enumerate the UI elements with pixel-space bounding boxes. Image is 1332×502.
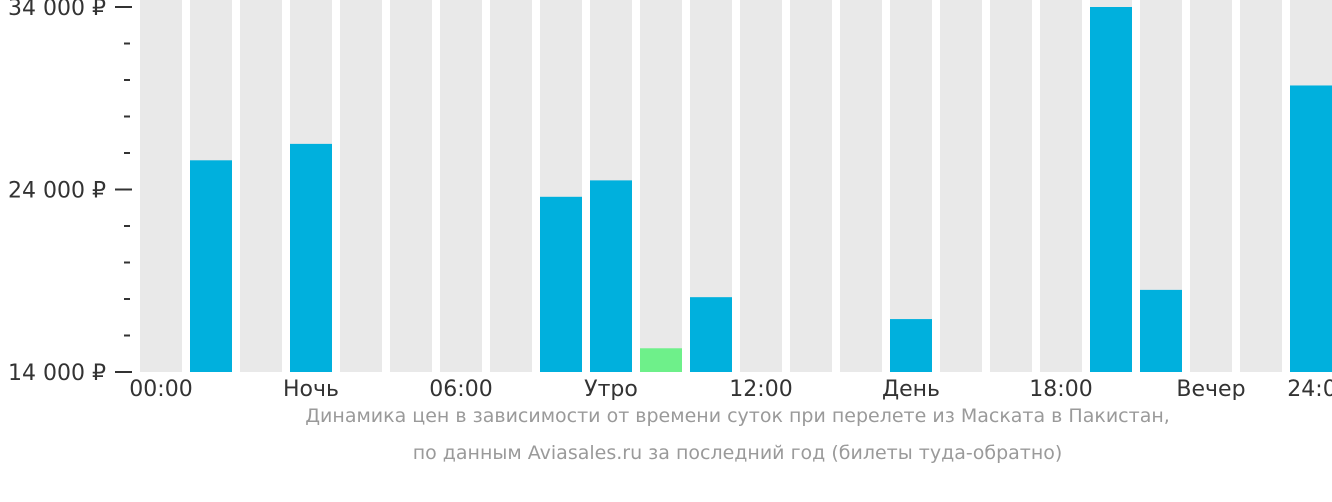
y-tick-label: 24 000 ₽	[8, 179, 106, 204]
background-column	[1190, 0, 1232, 372]
background-column	[340, 0, 382, 372]
chart-caption-line-2: по данным Aviasales.ru за последний год …	[412, 442, 1063, 464]
x-tick-label: 00:00	[129, 377, 192, 400]
y-tick-label: 34 000 ₽	[8, 0, 106, 21]
background-column	[440, 0, 482, 372]
x-tick-label: Ночь	[283, 377, 339, 400]
price-bar[interactable]	[890, 319, 932, 372]
price-bar[interactable]	[190, 160, 232, 372]
background-column	[840, 0, 882, 372]
background-column	[740, 0, 782, 372]
x-axis: 00:00 Ночь 06:00 Утро 12:00 День 18:00 Вечер 24:…	[129, 377, 1332, 400]
price-chart: 14 000 ₽ 24 000 ₽ 34 000 ₽ 00:00 Ночь 06:00 У…	[8, 0, 1332, 400]
chart-caption-line-1: Динамика цен в зависимости от времени су…	[305, 405, 1170, 427]
x-tick-label: 18:00	[1029, 377, 1092, 400]
background-column	[990, 0, 1032, 372]
price-bar[interactable]	[590, 180, 632, 372]
background-column	[490, 0, 532, 372]
data-bars	[190, 7, 1332, 372]
background-column	[890, 0, 932, 372]
background-bars	[140, 0, 1332, 372]
background-column	[1040, 0, 1082, 372]
price-bar[interactable]	[290, 143, 332, 372]
x-tick-label: Утро	[584, 377, 638, 400]
y-tick-label: 14 000 ₽	[8, 361, 106, 386]
background-column	[390, 0, 432, 372]
x-tick-label: Вечер	[1176, 377, 1245, 400]
background-column	[240, 0, 282, 372]
background-column	[940, 0, 982, 372]
price-bar[interactable]	[1090, 7, 1132, 372]
background-column	[640, 0, 682, 372]
price-bar[interactable]	[1140, 289, 1182, 372]
price-bar[interactable]	[1290, 85, 1332, 372]
x-tick-label: 12:00	[729, 377, 792, 400]
y-axis: 14 000 ₽ 24 000 ₽ 34 000 ₽	[8, 0, 132, 386]
cheapest-price-bar[interactable]	[640, 348, 682, 372]
x-tick-label: День	[882, 377, 940, 400]
price-bar[interactable]	[690, 297, 732, 372]
x-tick-label: 24:00	[1287, 377, 1332, 400]
background-column	[1240, 0, 1282, 372]
x-tick-label: 06:00	[429, 377, 492, 400]
background-column	[790, 0, 832, 372]
price-bar[interactable]	[540, 196, 582, 372]
background-column	[140, 0, 182, 372]
